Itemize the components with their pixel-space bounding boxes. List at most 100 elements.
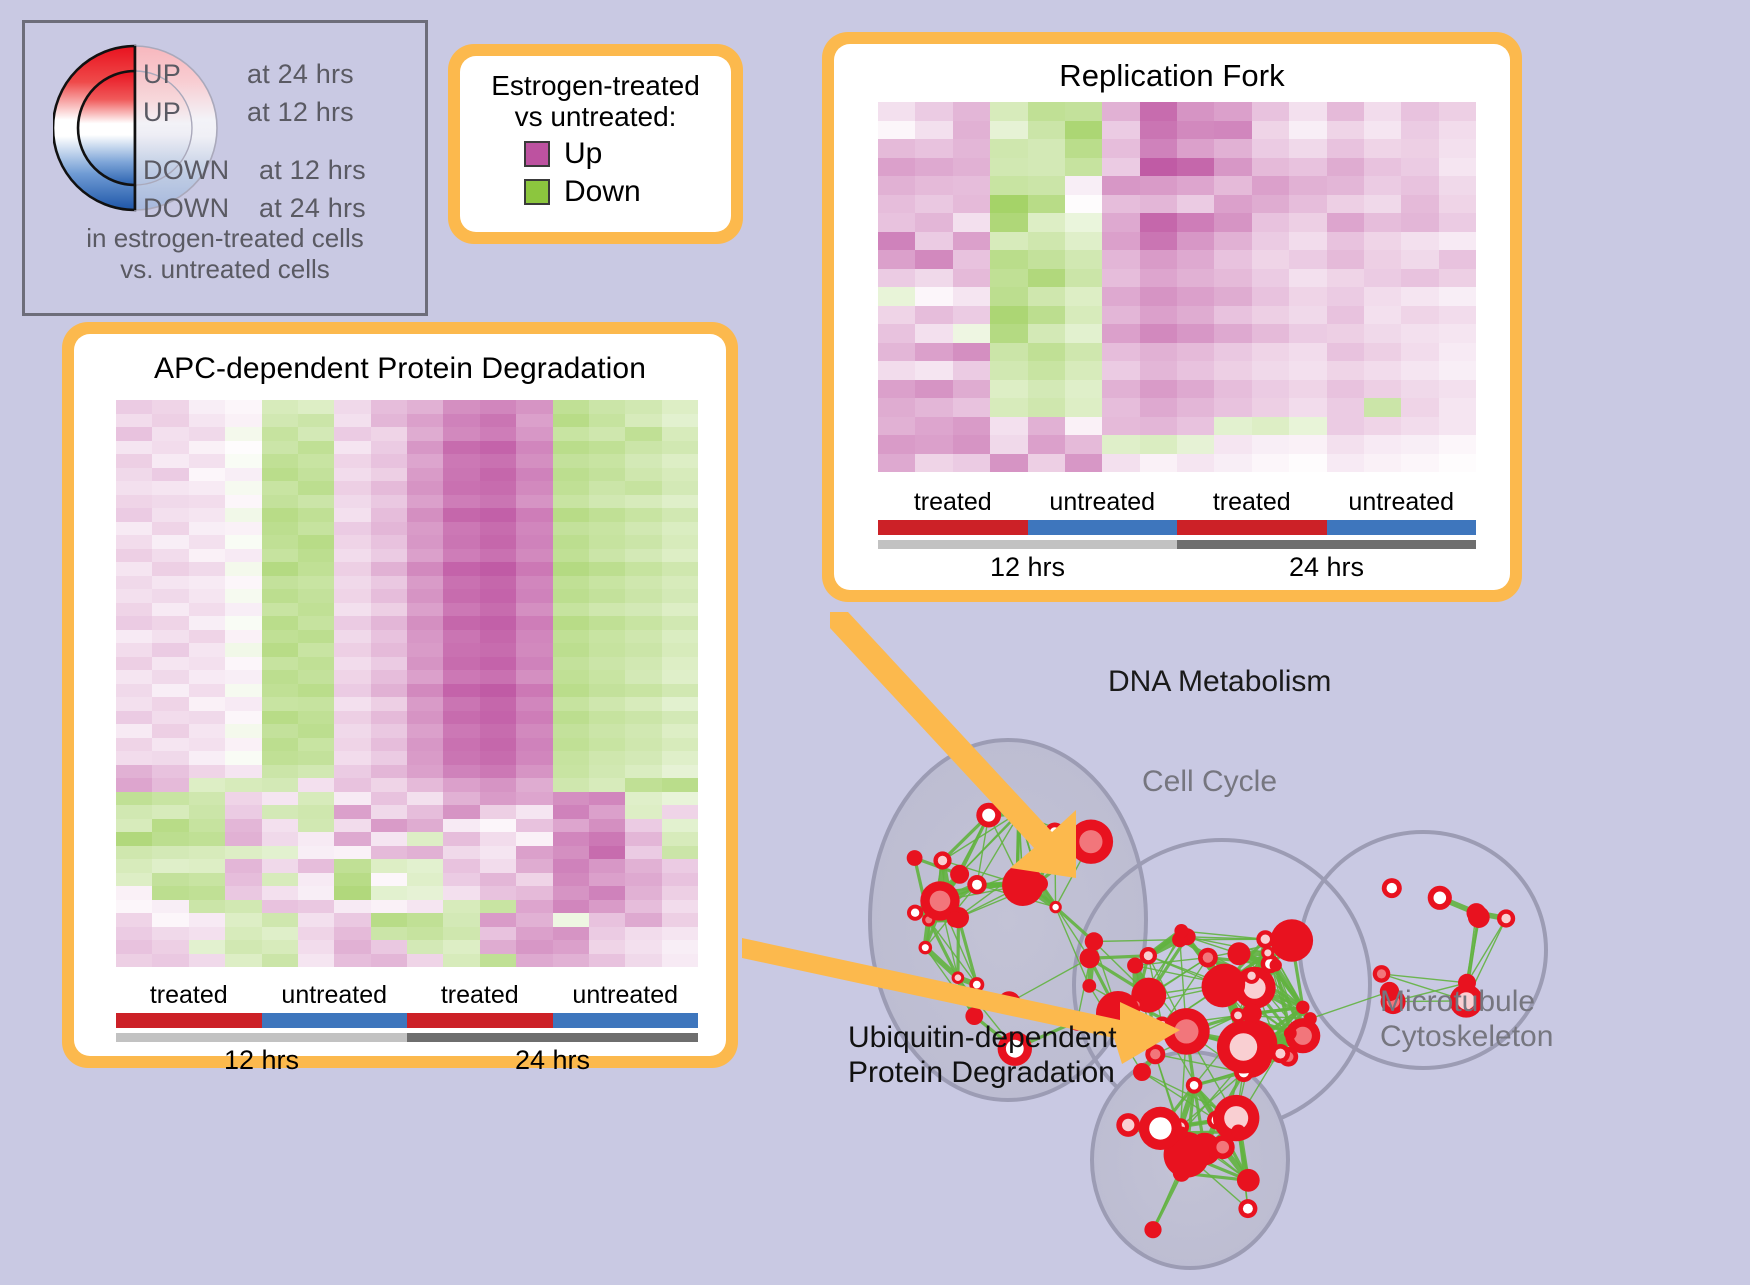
heatmap-cell: [225, 738, 261, 752]
heatmap-cell: [407, 751, 443, 765]
heatmap-cell: [334, 900, 370, 914]
apc-condition-bar: [116, 1013, 698, 1028]
heatmap-cell: [189, 792, 225, 806]
heatmap-cell: [152, 846, 188, 860]
heatmap-cell: [1439, 139, 1476, 158]
cluster-label-cell-cycle: Cell Cycle: [1142, 765, 1277, 799]
heatmap-cell: [1214, 380, 1251, 399]
heatmap-cell: [516, 832, 552, 846]
heatmap-cell: [262, 468, 298, 482]
heatmap-cell: [625, 414, 661, 428]
heatmap-cell: [1065, 417, 1102, 436]
heatmap-cell: [1439, 195, 1476, 214]
heatmap-cell: [553, 481, 589, 495]
heatmap-cell: [1065, 176, 1102, 195]
legend-item-up: Up: [524, 137, 715, 171]
heatmap-cell: [116, 616, 152, 630]
heatmap-cell: [1214, 287, 1251, 306]
heatmap-cell: [589, 495, 625, 509]
heatmap-cell: [371, 913, 407, 927]
heatmap-cell: [1028, 121, 1065, 140]
heatmap-cell: [1102, 380, 1139, 399]
heatmap-cell: [407, 414, 443, 428]
pathway-network-diagram: DNA Metabolism Cell Cycle Microtubule Cy…: [790, 620, 1750, 1280]
heatmap-cell: [189, 549, 225, 563]
heatmap-cell: [480, 900, 516, 914]
heatmap-cell: [225, 400, 261, 414]
heatmap-cell: [1401, 102, 1438, 121]
key-sub-up-12: at 12 hrs: [247, 97, 354, 128]
heatmap-cell: [1028, 454, 1065, 473]
heatmap-cell: [1177, 139, 1214, 158]
heatmap-cell: [878, 306, 915, 325]
heatmap-cell: [189, 508, 225, 522]
heatmap-cell: [298, 765, 334, 779]
heatmap-cell: [152, 886, 188, 900]
heatmap-cell: [480, 792, 516, 806]
heatmap-cell: [662, 562, 698, 576]
heatmap-cell: [189, 927, 225, 941]
heatmap-cell: [915, 380, 952, 399]
heatmap-cell: [334, 414, 370, 428]
heatmap-cell: [443, 832, 479, 846]
heatmap-cell: [589, 697, 625, 711]
heatmap-cell: [152, 670, 188, 684]
heatmap-cell: [1252, 343, 1289, 362]
heatmap-cell: [116, 562, 152, 576]
heatmap-cell: [1327, 250, 1364, 269]
heatmap-cell: [225, 724, 261, 738]
heatmap-cell: [152, 522, 188, 536]
heatmap-cell: [516, 643, 552, 657]
heatmap-cell: [116, 643, 152, 657]
heatmap-cell: [1214, 121, 1251, 140]
heatmap-cell: [443, 643, 479, 657]
rf-cond-bar-untreated-24: [1327, 520, 1477, 535]
heatmap-cell: [589, 765, 625, 779]
heatmap-cell: [225, 697, 261, 711]
heatmap-cell: [516, 508, 552, 522]
heatmap-cell: [480, 549, 516, 563]
heatmap-cell: [152, 940, 188, 954]
heatmap-cell: [298, 832, 334, 846]
heatmap-cell: [225, 562, 261, 576]
heatmap-cell: [662, 751, 698, 765]
heatmap-cell: [334, 724, 370, 738]
rf-time-label-24: 24 hrs: [1177, 552, 1476, 583]
rf-time-label-12: 12 hrs: [878, 552, 1177, 583]
heatmap-cell: [189, 616, 225, 630]
heatmap-cell: [553, 711, 589, 725]
heatmap-cell: [371, 765, 407, 779]
heatmap-cell: [1065, 139, 1102, 158]
heatmap-cell: [1252, 361, 1289, 380]
apc-time-bar: [116, 1033, 698, 1042]
heatmap-cell: [1028, 102, 1065, 121]
heatmap-cell: [443, 751, 479, 765]
heatmap-cell: [225, 940, 261, 954]
heatmap-cell: [1214, 213, 1251, 232]
heatmap-cell: [625, 468, 661, 482]
heatmap-cell: [516, 711, 552, 725]
heatmap-cell: [915, 158, 952, 177]
heatmap-cell: [662, 468, 698, 482]
heatmap-cell: [371, 657, 407, 671]
heatmap-cell: [1102, 306, 1139, 325]
heatmap-cell: [371, 873, 407, 887]
rf-cond-label-2: treated: [1177, 488, 1327, 517]
heatmap-cell: [407, 576, 443, 590]
heatmap-cell: [189, 643, 225, 657]
heatmap-cell: [516, 670, 552, 684]
heatmap-cell: [953, 343, 990, 362]
heatmap-cell: [662, 414, 698, 428]
heatmap-cell: [371, 522, 407, 536]
heatmap-cell: [407, 684, 443, 698]
heatmap-cell: [878, 158, 915, 177]
legend-label-up: Up: [564, 137, 602, 171]
heatmap-cell: [152, 711, 188, 725]
heatmap-cell: [516, 751, 552, 765]
cluster-label-ubiquitin-line1: Ubiquitin-dependent: [848, 1020, 1117, 1055]
heatmap-cell: [516, 873, 552, 887]
heatmap-cell: [662, 427, 698, 441]
heatmap-cell: [298, 495, 334, 509]
heatmap-cell: [625, 643, 661, 657]
heatmap-cell: [1214, 306, 1251, 325]
